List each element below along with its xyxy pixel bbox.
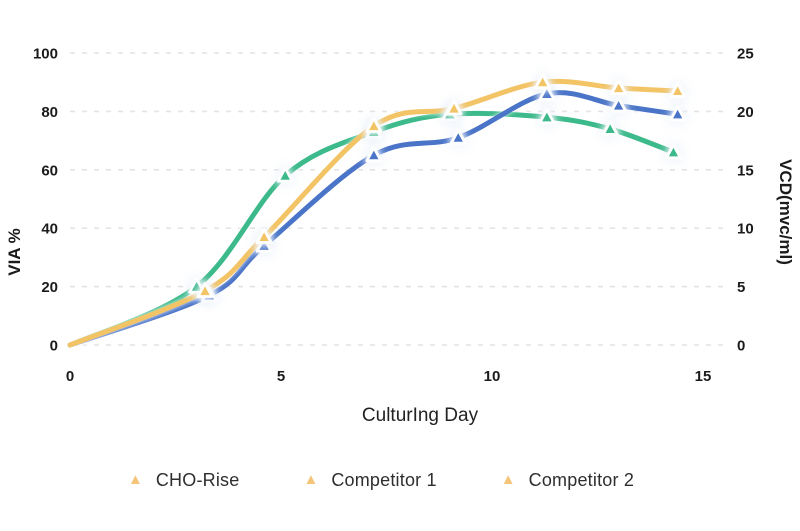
x-axis-tick-label: 5 [277, 368, 285, 385]
y-axis-right-tick-label: 5 [737, 279, 745, 296]
data-point-marker [538, 84, 556, 101]
triangle-icon: ▲ [303, 471, 319, 488]
data-point-marker [610, 96, 627, 113]
data-point-marker [255, 228, 273, 244]
data-point-marker [196, 282, 214, 298]
data-point-marker [610, 79, 627, 95]
y-axis-left-tick-label: 80 [41, 104, 58, 121]
legend-item-competitor-1: ▲ Competitor 1 [303, 470, 436, 491]
data-point-marker [449, 128, 467, 145]
data-point-marker [276, 166, 294, 183]
y-axis-left-tick-label: 0 [50, 338, 58, 355]
legend-item-cho-rise: ▲ CHO-Rise [128, 470, 239, 491]
data-point-marker [669, 82, 687, 98]
y-axis-right-title: VCD(mvc/ml) [776, 159, 795, 265]
data-point-marker [445, 99, 463, 116]
legend-label: Competitor 2 [528, 470, 635, 490]
line-chart: VIA % VCD(mvc/ml) CulturIng Day 0 0 20 5 40 1… [5, 46, 795, 427]
data-point-marker [255, 236, 273, 253]
data-point-marker [665, 143, 682, 160]
y-axis-right-tick-label: 15 [737, 162, 754, 179]
x-axis-tick-label: 0 [66, 368, 74, 385]
triangle-icon: ▲ [128, 471, 143, 488]
y-axis-left-tick-label: 60 [41, 162, 58, 179]
y-axis-left-tick-label: 40 [41, 221, 58, 238]
x-axis-tick-label: 10 [484, 368, 501, 385]
y-axis-right-tick-label: 25 [737, 46, 754, 63]
legend-item-competitor-2: ▲ Competitor 2 [501, 470, 634, 491]
data-point-marker [601, 120, 619, 136]
x-axis-tick-label: 15 [695, 368, 712, 385]
chart-legend: ▲ CHO-Rise ▲ Competitor 1 ▲ Competitor 2 [0, 470, 800, 491]
y-axis-right-tick-label: 0 [737, 338, 745, 355]
y-axis-left-tick-label: 100 [33, 46, 58, 63]
y-axis-left-title: VIA % [5, 228, 24, 276]
y-axis-right-tick-label: 10 [737, 221, 754, 238]
data-point-marker [534, 73, 552, 90]
legend-label: CHO-Rise [155, 470, 240, 490]
y-axis-left-tick-label: 20 [41, 279, 58, 296]
data-point-marker [188, 277, 206, 294]
legend-label: Competitor 1 [331, 470, 437, 490]
data-point-marker [538, 108, 556, 125]
x-axis-title: CulturIng Day [362, 405, 479, 426]
chart-canvas: VIA % VCD(mvc/ml) CulturIng Day 0 020 540 1… [5, 46, 795, 427]
data-point-marker [365, 117, 383, 133]
y-axis-right-tick-label: 20 [737, 104, 754, 121]
triangle-icon: ▲ [500, 471, 516, 488]
data-point-marker [365, 146, 383, 163]
data-point-marker [669, 105, 687, 122]
